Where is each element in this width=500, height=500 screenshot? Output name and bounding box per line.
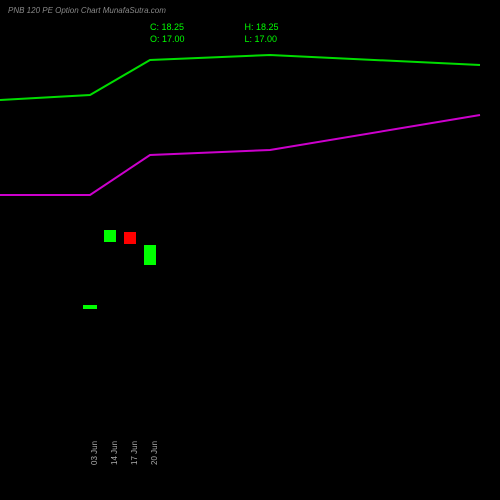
magenta-line xyxy=(0,115,480,195)
candle xyxy=(124,232,136,244)
x-tick-label: 03 Jun xyxy=(90,441,99,465)
x-tick-label: 17 Jun xyxy=(130,441,139,465)
price-chart xyxy=(0,0,500,500)
candle-series xyxy=(83,230,156,309)
x-tick-label: 14 Jun xyxy=(110,441,119,465)
green-line xyxy=(0,55,480,100)
candle xyxy=(104,230,116,242)
line-series xyxy=(0,55,480,195)
candle xyxy=(83,305,97,309)
candle xyxy=(144,245,156,265)
x-tick-label: 20 Jun xyxy=(150,441,159,465)
